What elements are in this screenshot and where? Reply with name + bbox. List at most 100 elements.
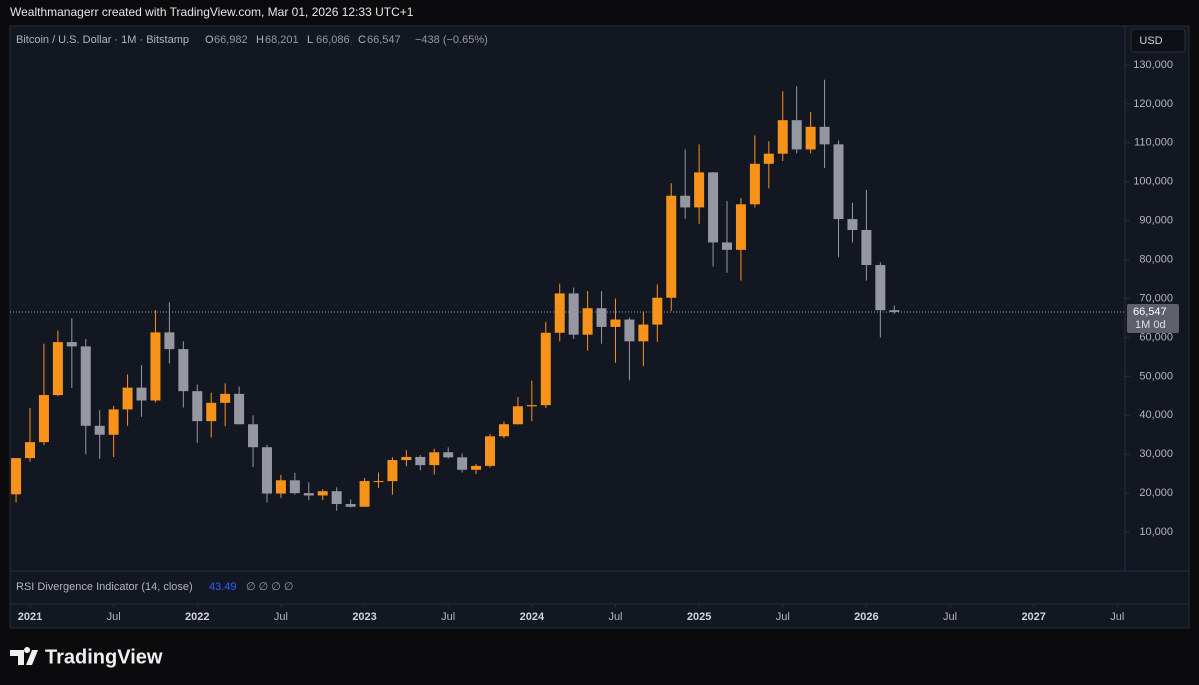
candle-body <box>192 391 203 422</box>
y-tick-label: 10,000 <box>1139 526 1173 538</box>
candle-body <box>624 319 635 342</box>
last-price-label: 66,547 <box>1133 306 1167 318</box>
candle-body <box>80 346 91 426</box>
x-tick-label: 2026 <box>854 611 878 623</box>
y-tick-label: 60,000 <box>1139 331 1173 343</box>
candle-body <box>777 120 788 154</box>
candle-body <box>359 481 370 507</box>
candle-body <box>52 342 63 396</box>
last-price-box <box>1127 303 1179 333</box>
candle-body <box>303 493 314 496</box>
candle-body <box>275 480 286 494</box>
y-tick-label: 110,000 <box>1134 137 1173 149</box>
x-tick-label: Jul <box>608 611 622 623</box>
y-tick-label: 120,000 <box>1133 98 1173 110</box>
candle-body <box>610 319 621 327</box>
candle-body <box>638 324 649 342</box>
candle-body <box>512 406 523 425</box>
candle-body <box>889 310 900 312</box>
x-tick-label: Jul <box>776 611 790 623</box>
currency-button[interactable] <box>1130 28 1186 53</box>
candle-body <box>457 457 468 470</box>
candle-body <box>791 120 802 150</box>
candle-body <box>25 442 35 459</box>
candle-body <box>596 308 607 327</box>
candle-body <box>206 402 217 422</box>
credit: Wealthmanagerr created with TradingView.… <box>10 5 414 19</box>
candle-body <box>819 126 830 145</box>
x-tick-label: Jul <box>943 611 957 623</box>
x-tick-label: 2024 <box>520 611 545 623</box>
candle-body <box>861 229 872 266</box>
candle-body <box>164 332 175 350</box>
x-tick-label: Jul <box>274 611 288 623</box>
ohlc-key: C <box>358 34 366 46</box>
ohlc-key: H <box>256 34 264 46</box>
y-tick-label: 90,000 <box>1139 215 1173 227</box>
ohlc-value: 68,201 <box>265 34 299 46</box>
candle-body <box>150 332 161 401</box>
indicator-value: 43.49 <box>209 581 237 593</box>
last-price-period: 1M 0d <box>1135 319 1166 331</box>
candle-body <box>234 393 245 425</box>
candle-body <box>289 480 300 494</box>
candle-body <box>429 452 440 466</box>
candle-body <box>833 144 844 220</box>
candle-body <box>415 456 426 466</box>
candle-body <box>749 163 760 205</box>
candle-body <box>568 293 579 335</box>
ohlc-value: 66,086 <box>316 34 350 46</box>
candle-body <box>694 172 705 208</box>
candle-body <box>540 332 551 406</box>
candle-body <box>261 447 272 494</box>
candle-body <box>387 460 398 482</box>
candle-body <box>554 293 565 333</box>
candle-body <box>471 465 482 470</box>
chart-panel <box>9 25 1190 629</box>
candle-body <box>136 387 147 401</box>
indicator-flags: ∅ ∅ ∅ ∅ <box>246 581 294 593</box>
candle-body <box>498 424 509 437</box>
ohlc-value: 66,547 <box>367 34 401 46</box>
candle-body <box>248 424 259 448</box>
x-tick-label: Jul <box>107 611 121 623</box>
y-tick-label: 30,000 <box>1139 448 1173 460</box>
price-change: −438 (−0.65%) <box>415 34 488 46</box>
candle-body <box>485 436 496 466</box>
candle-body <box>331 491 342 505</box>
candle-body <box>582 308 593 335</box>
candle-body <box>722 242 732 250</box>
candle-body <box>401 456 412 461</box>
y-tick-label: 50,000 <box>1139 370 1173 382</box>
brand: TradingView <box>10 646 163 668</box>
candle-body <box>11 458 22 495</box>
x-tick-label: 2023 <box>352 611 376 623</box>
currency[interactable]: USD <box>1139 35 1162 47</box>
x-tick-label: 2021 <box>18 611 42 623</box>
candle-body <box>178 349 189 392</box>
candle-body <box>763 153 774 164</box>
y-tick-label: 70,000 <box>1139 292 1173 304</box>
x-tick-label: 2027 <box>1021 611 1045 623</box>
y-tick-label: 20,000 <box>1139 487 1173 499</box>
candle-body <box>345 504 356 507</box>
candle-body <box>66 342 77 347</box>
x-tick-label: Jul <box>441 611 455 623</box>
x-tick-label: 2022 <box>185 611 209 623</box>
candle-body <box>526 405 537 407</box>
symbol: Bitcoin / U.S. Dollar · 1M · Bitstamp <box>16 34 189 46</box>
candle-body <box>108 409 119 435</box>
candle-body <box>805 126 816 150</box>
brand-name: TradingView <box>45 646 163 668</box>
candle-body <box>708 172 719 243</box>
candle-body <box>875 265 886 311</box>
candle-body <box>317 491 328 496</box>
y-tick-label: 40,000 <box>1139 409 1173 421</box>
y-tick-label: 100,000 <box>1133 176 1173 188</box>
candle-body <box>122 387 133 410</box>
candle-body <box>443 452 454 458</box>
x-tick-label: 2025 <box>687 611 711 623</box>
candle-body <box>652 297 663 325</box>
